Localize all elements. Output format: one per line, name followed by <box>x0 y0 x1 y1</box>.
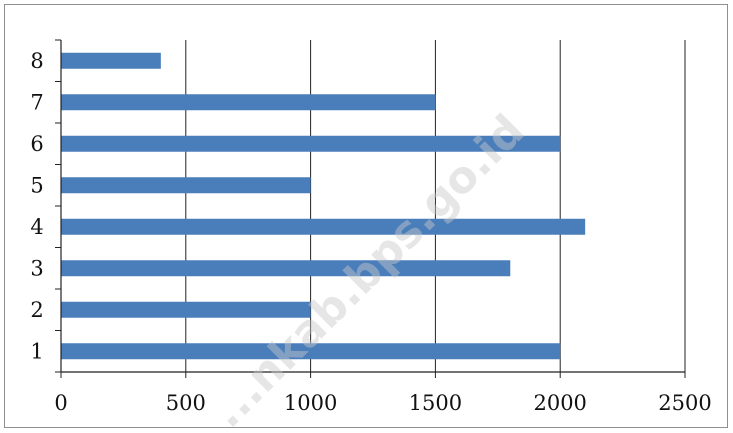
bar-5 <box>61 177 311 194</box>
x-tick-label-500: 500 <box>166 391 206 415</box>
bar-2 <box>61 301 311 318</box>
bar-8 <box>61 52 161 69</box>
y-tick-label-7: 7 <box>30 90 43 114</box>
x-tick-label-1000: 1000 <box>284 391 337 415</box>
bars <box>61 52 586 360</box>
y-tick-label-5: 5 <box>30 173 43 197</box>
y-tick-label-1: 1 <box>30 339 43 363</box>
y-tick-label-2: 2 <box>30 298 43 322</box>
bar-1 <box>61 343 561 360</box>
x-tick-label-0: 0 <box>54 391 67 415</box>
y-tick-label-6: 6 <box>30 132 43 156</box>
bar-3 <box>61 260 511 277</box>
tick-labels: 1 2 3 4 5 6 7 8 0 500 1000 1500 2000 2500 <box>30 49 711 415</box>
y-tick-label-3: 3 <box>30 256 43 280</box>
x-tick-label-1500: 1500 <box>409 391 462 415</box>
y-tick-label-4: 4 <box>30 215 43 239</box>
x-tick-label-2500: 2500 <box>658 391 711 415</box>
y-tick-label-8: 8 <box>30 49 43 73</box>
x-tick-label-2000: 2000 <box>533 391 586 415</box>
bar-7 <box>61 94 436 111</box>
bar-4 <box>61 218 586 235</box>
axes <box>55 39 686 378</box>
bar-6 <box>61 135 561 152</box>
